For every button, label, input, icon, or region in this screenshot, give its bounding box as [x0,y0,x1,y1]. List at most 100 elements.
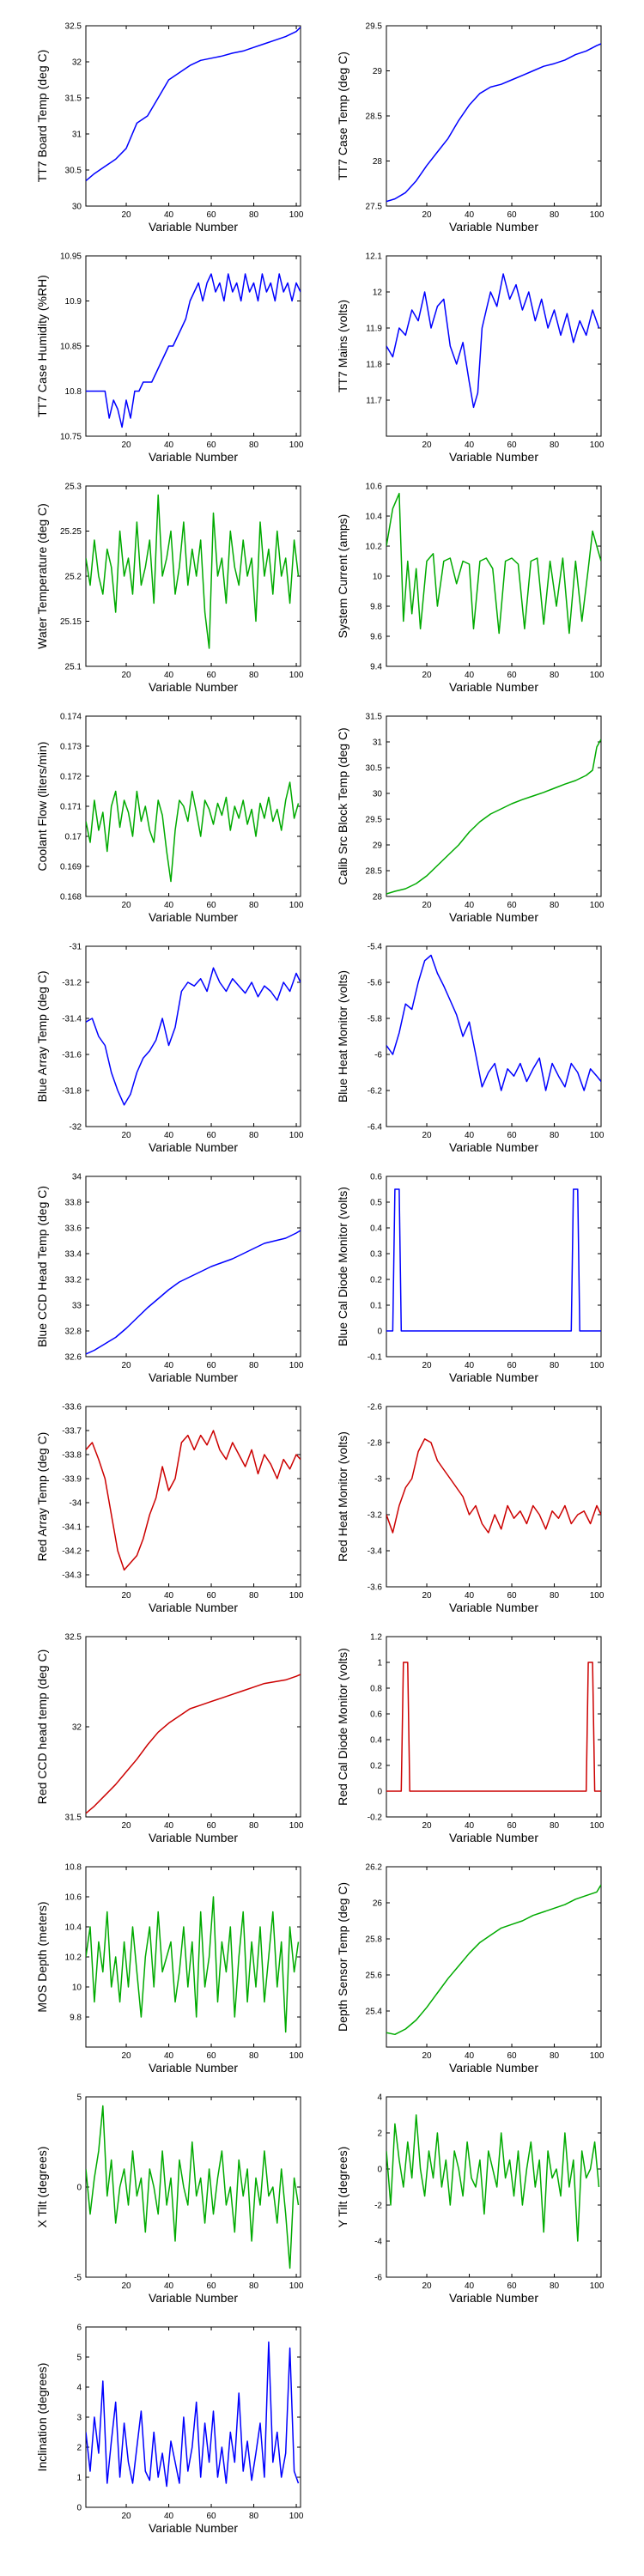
axes-box [386,945,602,1127]
x-tick-label: 80 [550,210,560,220]
y-tick-label: 9.8 [370,603,382,612]
y-tick-label: 0 [76,2504,82,2513]
chart-panel: 20 40 60 80 100 -6.4 -6.2 -6 -5.8 -5.6 -5.4 Variabl… [336,943,605,1155]
y-tick-label: 11.7 [366,397,382,406]
x-tick-label: 80 [249,671,259,680]
y-axis-label: X Tilt (degrees) [35,2147,49,2228]
y-tick-label: 28.5 [366,112,383,122]
x-tick-label: 80 [249,901,259,910]
y-axis-label: TT7 Case Humidity (%RH) [35,275,49,417]
y-tick-label: -34.3 [62,1571,82,1581]
y-axis-label: Red Heat Monitor (volts) [336,1431,349,1562]
chart-panel: 20 40 60 80 100 32.6 32.8 33 33.2 33.4 33.6 33.8 34 V… [35,1173,304,1385]
x-axis-label: Variable Number [449,680,538,694]
x-tick-label: 40 [164,671,174,680]
x-axis-label: Variable Number [449,1831,538,1844]
y-tick-label: 31 [373,738,383,748]
y-tick-label: 31.5 [65,94,82,104]
series-line [386,954,601,1091]
y-tick-label: 12.1 [366,252,383,262]
y-tick-label: 0.168 [60,893,82,902]
y-tick-label: 32 [72,58,82,68]
y-tick-label: 0.3 [370,1250,382,1260]
y-axis-label: Red Cal Diode Monitor (volts) [336,1648,349,1806]
x-tick-label: 20 [121,440,131,450]
series-line [86,1674,301,1814]
x-tick-label: 20 [121,2281,131,2291]
y-tick-label: 0 [377,2166,382,2175]
x-tick-label: 100 [590,671,605,680]
y-tick-label: 26 [373,1899,383,1909]
y-tick-label: -34.2 [62,1547,82,1557]
x-tick-label: 40 [465,1821,475,1831]
x-tick-label: 60 [507,1591,517,1601]
series-line [86,1230,301,1355]
x-tick-label: 100 [590,2051,605,2061]
axes-box [85,1176,301,1358]
x-tick-label: 60 [206,901,216,910]
x-axis-label: Variable Number [149,910,238,924]
series-line [386,2114,600,2242]
x-tick-label: 80 [550,901,560,910]
y-tick-label: 10.95 [60,252,82,262]
series-line [86,2341,300,2488]
x-tick-label: 80 [249,1821,259,1831]
axes-box [85,25,301,207]
y-axis-label: TT7 Board Temp (deg C) [35,50,49,183]
x-axis-label: Variable Number [449,220,538,234]
x-tick-label: 100 [289,2281,304,2291]
y-tick-label: 25.8 [366,1935,383,1945]
x-axis-label: Variable Number [449,450,538,464]
y-tick-label: 10.9 [65,297,82,307]
x-tick-label: 40 [465,2281,475,2291]
y-tick-label: 0 [377,1788,382,1797]
x-axis-label: Variable Number [149,2291,238,2305]
x-tick-label: 20 [121,901,131,910]
x-tick-label: 60 [507,440,517,450]
y-tick-label: -3.2 [368,1511,383,1521]
chart-panel: 20 40 60 80 100 9.4 9.6 9.8 10 10.2 10.4 10.6 Variab… [336,483,605,695]
x-tick-label: 60 [507,671,517,680]
chart-panel: 20 40 60 80 100 0 1 2 3 4 5 6 Variable Number Inclina… [35,2324,304,2536]
x-tick-label: 20 [422,671,432,680]
y-tick-label: 11.9 [366,325,382,334]
y-axis-label: Blue Cal Diode Monitor (volts) [336,1187,349,1346]
x-tick-label: 60 [507,2051,517,2061]
x-tick-label: 80 [550,1591,560,1601]
chart-panel: 20 40 60 80 100 -0.1 0 0.1 0.2 0.3 0.4 0.5 0.6 Variab… [336,1173,605,1385]
y-tick-label: 33.6 [65,1224,82,1234]
x-tick-label: 40 [465,901,475,910]
x-tick-label: 40 [164,1361,174,1370]
axes-box [386,25,602,207]
x-tick-label: 20 [121,671,131,680]
chart-panel: 20 40 60 80 100 10.75 10.8 10.85 10.9 10.95 Variab… [35,252,304,465]
y-tick-label: 32.6 [65,1353,82,1363]
x-tick-label: 20 [422,1591,432,1601]
y-tick-label: 0.1 [370,1302,382,1311]
y-tick-label: 25.15 [60,617,82,627]
x-tick-label: 100 [289,2512,304,2521]
axes-box [386,1636,602,1818]
x-tick-label: 20 [121,210,131,220]
chart-panel: 20 40 60 80 100 -6 -4 -2 0 2 4 Variable Number Y Til… [336,2093,605,2306]
y-tick-label: 1.2 [370,1633,382,1643]
x-tick-label: 100 [590,440,605,450]
y-tick-label: -3 [374,1475,382,1485]
x-tick-label: 100 [289,1361,304,1370]
y-tick-label: -33.6 [62,1403,82,1413]
x-tick-label: 40 [164,2512,174,2521]
y-tick-label: 32.5 [65,22,82,32]
x-tick-label: 100 [289,1591,304,1601]
y-tick-label: 9.6 [370,633,382,642]
axes-box [386,2096,602,2278]
y-tick-label: 0.6 [370,1710,382,1720]
y-tick-label: 3 [76,2414,82,2423]
y-tick-label: -2.6 [368,1403,383,1413]
x-axis-label: Variable Number [449,1601,538,1614]
y-tick-label: 0.5 [370,1199,382,1208]
y-tick-label: -6.4 [368,1123,383,1133]
x-tick-label: 60 [206,1361,216,1370]
y-tick-label: 0 [76,2184,82,2193]
x-axis-label: Variable Number [149,1601,238,1614]
y-axis-label: Coolant Flow (liters/min) [35,742,49,872]
